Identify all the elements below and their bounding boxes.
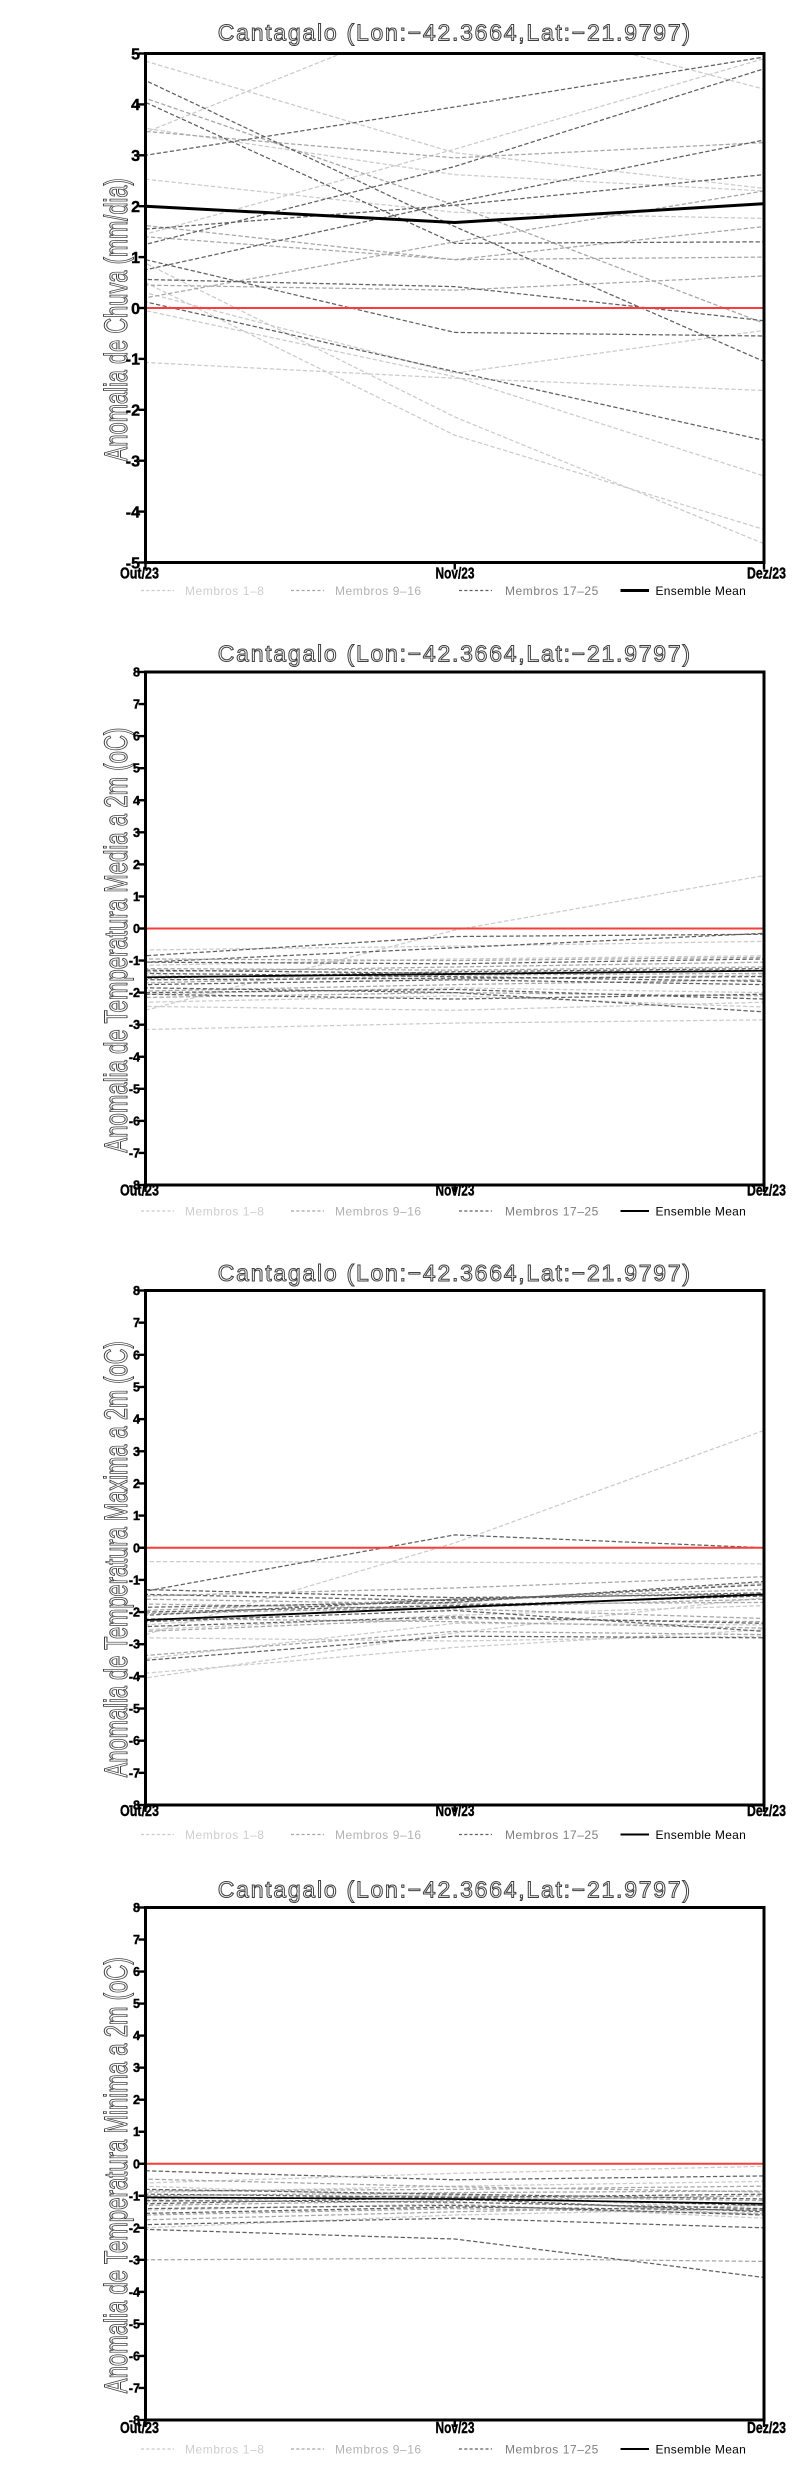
svg-text:3: 3 (133, 2061, 140, 2075)
svg-text:Membros 1–8: Membros 1–8 (185, 1828, 264, 1842)
svg-text:Anomalia de Temperatura Media: Anomalia de Temperatura Media a 2m (oC) (98, 728, 134, 1153)
svg-text:Dez/23: Dez/23 (747, 1803, 786, 1820)
svg-text:Membros 17–25: Membros 17–25 (505, 2442, 599, 2456)
svg-text:Anomalia de Chuva (mm/dia): Anomalia de Chuva (mm/dia) (98, 178, 134, 461)
svg-text:0: 0 (133, 2157, 140, 2171)
svg-text:Cantagalo (Lon:−42.3664,Lat:−2: Cantagalo (Lon:−42.3664,Lat:−21.9797) (218, 19, 692, 45)
svg-text:-2: -2 (129, 986, 140, 1000)
svg-text:Membros 1–8: Membros 1–8 (185, 1204, 264, 1218)
svg-text:Dez/23: Dez/23 (747, 2420, 786, 2437)
svg-text:Dez/23: Dez/23 (747, 566, 786, 583)
svg-text:-1: -1 (129, 2189, 140, 2203)
svg-text:-2: -2 (126, 403, 140, 420)
svg-text:-6: -6 (129, 1114, 140, 1128)
svg-text:Ensemble Mean: Ensemble Mean (656, 1828, 747, 1842)
svg-text:-5: -5 (129, 2317, 140, 2331)
svg-text:-3: -3 (126, 453, 140, 470)
svg-text:Cantagalo (Lon:−42.3664,Lat:−2: Cantagalo (Lon:−42.3664,Lat:−21.9797) (218, 1877, 692, 1903)
svg-text:4: 4 (133, 1413, 140, 1427)
svg-text:Membros 1–8: Membros 1–8 (185, 584, 264, 598)
svg-text:-4: -4 (129, 2285, 140, 2299)
svg-text:5: 5 (133, 1997, 140, 2011)
svg-text:5: 5 (131, 46, 140, 63)
svg-text:Ensemble Mean: Ensemble Mean (656, 1204, 747, 1218)
svg-text:-4: -4 (126, 504, 140, 521)
svg-text:2: 2 (131, 199, 140, 216)
svg-text:Nov/23: Nov/23 (436, 1183, 475, 1200)
svg-text:-1: -1 (129, 1573, 140, 1587)
svg-text:2: 2 (133, 1477, 140, 1491)
svg-text:Membros 9–16: Membros 9–16 (335, 1828, 422, 1842)
svg-text:3: 3 (133, 826, 140, 840)
svg-text:Anomalia de Temperatura Maxima: Anomalia de Temperatura Maxima a 2m (oC) (98, 1341, 134, 1777)
svg-text:Nov/23: Nov/23 (436, 1803, 475, 1820)
svg-text:8: 8 (133, 1284, 140, 1298)
svg-text:Cantagalo (Lon:−42.3664,Lat:−2: Cantagalo (Lon:−42.3664,Lat:−21.9797) (218, 641, 692, 667)
svg-text:Membros 9–16: Membros 9–16 (335, 2442, 422, 2456)
svg-text:1: 1 (131, 250, 140, 267)
svg-text:0: 0 (131, 301, 140, 318)
svg-text:-7: -7 (129, 2381, 140, 2395)
svg-text:Nov/23: Nov/23 (436, 2420, 475, 2437)
svg-text:-6: -6 (129, 1734, 140, 1748)
svg-text:Membros 17–25: Membros 17–25 (505, 1828, 599, 1842)
svg-text:5: 5 (133, 1380, 140, 1394)
svg-text:Membros 1–8: Membros 1–8 (185, 2442, 264, 2456)
svg-text:Ensemble Mean: Ensemble Mean (656, 2442, 747, 2456)
svg-text:Dez/23: Dez/23 (747, 1183, 786, 1200)
svg-text:6: 6 (133, 730, 140, 744)
svg-text:1: 1 (133, 1509, 140, 1523)
svg-text:4: 4 (133, 2029, 140, 2043)
svg-text:5: 5 (133, 762, 140, 776)
svg-text:6: 6 (133, 1348, 140, 1362)
svg-text:3: 3 (133, 1445, 140, 1459)
svg-text:-2: -2 (129, 2221, 140, 2235)
svg-text:2: 2 (133, 2093, 140, 2107)
svg-text:Membros 17–25: Membros 17–25 (505, 1204, 599, 1218)
svg-text:-1: -1 (126, 352, 140, 369)
svg-text:2: 2 (133, 858, 140, 872)
svg-text:-3: -3 (129, 1018, 140, 1032)
svg-text:Membros 17–25: Membros 17–25 (505, 584, 599, 598)
svg-text:Nov/23: Nov/23 (436, 566, 475, 583)
svg-text:-1: -1 (129, 954, 140, 968)
svg-text:Membros 9–16: Membros 9–16 (335, 1204, 422, 1218)
svg-text:Out/23: Out/23 (120, 1183, 159, 1200)
svg-text:0: 0 (133, 1541, 140, 1555)
svg-text:6: 6 (133, 1965, 140, 1979)
svg-text:4: 4 (131, 97, 140, 114)
svg-text:-8: -8 (129, 1179, 140, 1193)
svg-text:1: 1 (133, 2125, 140, 2139)
svg-text:-3: -3 (129, 2253, 140, 2267)
svg-text:7: 7 (133, 698, 140, 712)
svg-text:7: 7 (133, 1316, 140, 1330)
svg-text:-7: -7 (129, 1146, 140, 1160)
svg-text:Membros 9–16: Membros 9–16 (335, 584, 422, 598)
svg-text:-3: -3 (129, 1638, 140, 1652)
svg-text:7: 7 (133, 1933, 140, 1947)
svg-text:0: 0 (133, 922, 140, 936)
svg-text:Out/23: Out/23 (120, 566, 159, 583)
svg-text:Out/23: Out/23 (120, 2420, 159, 2437)
svg-text:-4: -4 (129, 1670, 140, 1684)
svg-text:-2: -2 (129, 1606, 140, 1620)
svg-text:8: 8 (133, 666, 140, 680)
svg-text:Anomalia de Temperatura Minima: Anomalia de Temperatura Minima a 2m (oC) (98, 1957, 134, 2393)
svg-text:-5: -5 (129, 1082, 140, 1096)
svg-text:-6: -6 (129, 2349, 140, 2363)
svg-text:3: 3 (131, 148, 140, 165)
svg-text:-4: -4 (129, 1050, 140, 1064)
svg-text:Cantagalo (Lon:−42.3664,Lat:−2: Cantagalo (Lon:−42.3664,Lat:−21.9797) (218, 1260, 692, 1286)
svg-text:Out/23: Out/23 (120, 1803, 159, 1820)
svg-text:-5: -5 (129, 1702, 140, 1716)
svg-text:-8: -8 (129, 1799, 140, 1813)
svg-text:8: 8 (133, 1901, 140, 1915)
svg-text:-5: -5 (126, 555, 140, 572)
svg-text:-8: -8 (129, 2414, 140, 2428)
svg-text:4: 4 (133, 794, 140, 808)
svg-text:1: 1 (133, 890, 140, 904)
svg-text:Ensemble Mean: Ensemble Mean (656, 584, 747, 598)
svg-text:-7: -7 (129, 1766, 140, 1780)
